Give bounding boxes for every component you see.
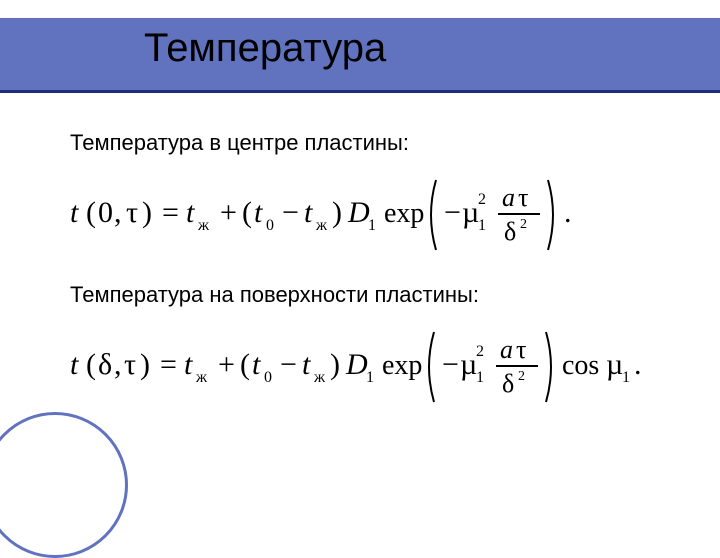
f1-t: t — [70, 196, 79, 229]
f2-dot: . — [634, 348, 642, 381]
f2-sq: 2 — [476, 343, 484, 360]
svg-text:,: , — [114, 196, 122, 229]
f2-cos: cos — [562, 350, 599, 381]
f1-zh2: ж — [315, 217, 328, 234]
f1-bigparen-open — [431, 180, 436, 250]
f2-minus: − — [280, 348, 297, 381]
f1-lp1: ( — [86, 196, 96, 229]
f2-zh1: ж — [195, 369, 208, 386]
f1-bigparen-close — [548, 180, 553, 250]
f1-a: a — [502, 183, 515, 212]
f1-tzh: t — [186, 196, 195, 229]
f1-exp: exp — [384, 198, 424, 229]
f2-tau: τ — [124, 348, 136, 381]
f1-rp2: ) — [332, 196, 342, 229]
f1-Dsub: 1 — [368, 217, 376, 234]
f2-t: t — [70, 348, 79, 381]
f2-delta: δ — [502, 369, 514, 398]
caption-surface-temp: Температура на поверхности пластины: — [70, 282, 680, 308]
f2-eq: = — [160, 348, 177, 381]
f1-zh1: ж — [197, 217, 210, 234]
formula-surface: t ( δ , τ ) = t ж + ( t 0 − t ж ) — [70, 326, 680, 408]
f1-minus: − — [282, 196, 299, 229]
f2-t0: t — [252, 348, 261, 381]
f1-sq: 2 — [478, 191, 486, 208]
f2-mu: µ — [460, 348, 477, 381]
f1-neg: − — [444, 196, 461, 229]
f2-mu2: µ — [606, 348, 623, 381]
f1-musub: 1 — [478, 217, 486, 234]
f1-eq: = — [162, 196, 179, 229]
svg-text:): ) — [140, 348, 150, 381]
f1-zero: 0 — [98, 196, 113, 229]
f2-plus: + — [218, 348, 235, 381]
f2-neg: − — [442, 348, 459, 381]
f2-sub0: 0 — [264, 369, 272, 386]
svg-text:(: ( — [86, 348, 96, 381]
f2-dsq: 2 — [518, 369, 525, 384]
svg-text:): ) — [330, 348, 340, 381]
f2-zh2: ж — [313, 369, 326, 386]
f2-deltaarg: δ — [98, 348, 112, 381]
f1-tzh2: t — [304, 196, 313, 229]
f2-tzh: t — [184, 348, 193, 381]
f1-sub0: 0 — [266, 217, 274, 234]
f2-a: a — [500, 335, 513, 364]
header-underline — [0, 90, 720, 93]
f2-D: D — [345, 348, 368, 381]
svg-text:,: , — [114, 348, 122, 381]
f2-exp: exp — [382, 350, 422, 381]
f1-D: D — [347, 196, 370, 229]
f1-delta: δ — [504, 217, 516, 246]
f1-plus: + — [220, 196, 237, 229]
f1-mu: µ — [462, 196, 479, 229]
f2-taufr: τ — [516, 335, 526, 364]
caption-center-temp: Температура в центре пластины: — [70, 130, 680, 156]
f1-t0: t — [254, 196, 263, 229]
f1-rp1: ) — [142, 196, 152, 229]
f2-bigparen-open — [429, 332, 434, 402]
f1-dot: . — [564, 196, 572, 229]
f2-musub: 1 — [476, 369, 484, 386]
f1-tau: τ — [126, 196, 138, 229]
f1-taufr: τ — [518, 183, 528, 212]
f1-lp2: ( — [242, 196, 252, 229]
f2-mu2sub: 1 — [622, 369, 630, 386]
formula-center: t ( 0 , τ ) = t ж + ( t 0 − t ж ) — [70, 174, 680, 256]
svg-text:(: ( — [240, 348, 250, 381]
content-area: Температура в центре пластины: t ( 0 , τ… — [70, 116, 680, 434]
slide-title: Температура — [144, 26, 386, 71]
f1-dsq: 2 — [520, 217, 527, 232]
f2-bigparen-close — [546, 332, 551, 402]
f2-tzh2: t — [302, 348, 311, 381]
f2-Dsub: 1 — [366, 369, 374, 386]
